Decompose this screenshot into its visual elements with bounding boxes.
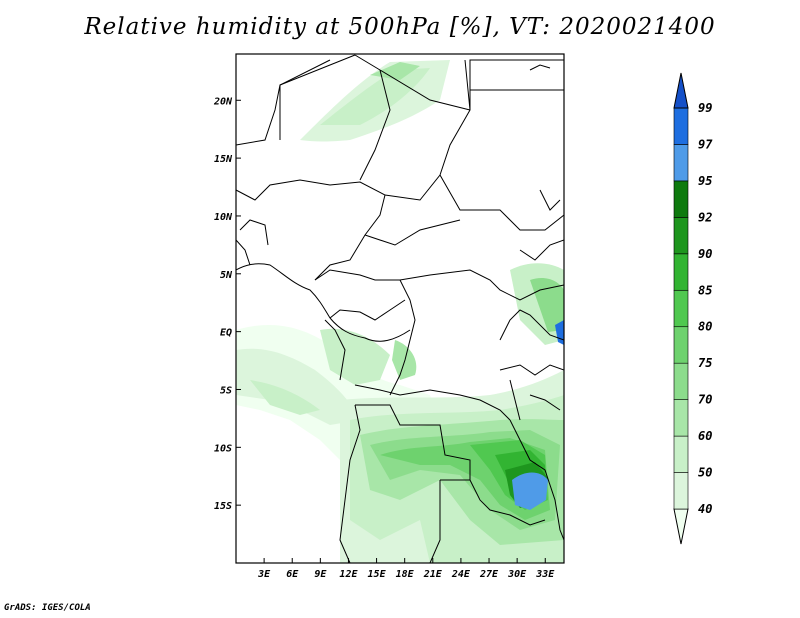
latitude-axis: 20N 15N 10N 5N EQ 5S 10S 15S — [213, 96, 241, 512]
colorbar-segment — [673, 399, 689, 437]
longitude-axis: 3E 6E 9E 12E 15E 18E 21E 24E 27E 30E 33E — [257, 558, 555, 580]
colorbar-label: 95 — [698, 174, 712, 188]
lon-tick-label: 6E — [286, 569, 299, 580]
map-title: Relative humidity at 500hPa [%], VT: 202… — [84, 14, 716, 40]
lat-tick-label: 15N — [214, 154, 233, 165]
colorbar-label: 75 — [698, 356, 712, 370]
colorbar-label: 40 — [698, 502, 712, 516]
lat-tick-label: 20N — [213, 96, 233, 107]
colorbar-segment — [673, 144, 689, 182]
colorbar-over-arrow — [673, 72, 689, 109]
colorbar-segment — [673, 253, 689, 291]
colorbar-label: 97 — [698, 137, 713, 151]
humidity-field — [236, 60, 564, 563]
colorbar-label: 99 — [698, 101, 712, 115]
colorbar-label: 92 — [698, 210, 712, 224]
lat-tick-label: 15S — [214, 501, 232, 512]
colorbar-segment — [673, 217, 689, 255]
lat-tick-label: EQ — [220, 328, 232, 339]
colorbar-segment — [673, 289, 689, 328]
colorbar-under-arrow — [673, 508, 689, 545]
colorbar-label: 90 — [698, 247, 712, 261]
lon-tick-label: 18E — [396, 569, 415, 580]
colorbar: 40 50 60 70 75 80 85 90 92 95 97 99 — [673, 72, 713, 545]
colorbar-segment — [673, 362, 689, 400]
colorbar-segment — [673, 107, 689, 145]
map-frame — [235, 53, 565, 564]
lon-tick-label: 3E — [257, 569, 271, 580]
lon-tick-label: 9E — [314, 569, 327, 580]
lon-tick-label: 33E — [535, 569, 555, 580]
lat-tick-label: 10S — [214, 443, 232, 454]
country-borders — [236, 54, 564, 563]
lat-tick-label: 5S — [220, 385, 232, 396]
lon-tick-label: 15E — [368, 569, 387, 580]
lon-tick-label: 30E — [507, 569, 527, 580]
lon-tick-label: 12E — [339, 569, 358, 580]
colorbar-segment — [673, 435, 689, 473]
lon-tick-label: 21E — [423, 569, 443, 580]
colorbar-segment — [673, 180, 689, 218]
lon-tick-label: 24E — [451, 569, 471, 580]
colorbar-segment — [673, 472, 689, 510]
credit-label: GrADS: IGES/COLA — [4, 603, 91, 613]
lon-tick-label: 27E — [479, 569, 499, 580]
colorbar-label: 85 — [698, 283, 712, 297]
colorbar-segment — [673, 326, 689, 364]
colorbar-label: 70 — [698, 393, 712, 407]
lat-tick-label: 5N — [220, 270, 233, 281]
colorbar-label: 60 — [698, 429, 712, 443]
colorbar-label: 80 — [698, 320, 712, 334]
lat-tick-label: 10N — [214, 212, 233, 223]
colorbar-label: 50 — [698, 466, 712, 480]
